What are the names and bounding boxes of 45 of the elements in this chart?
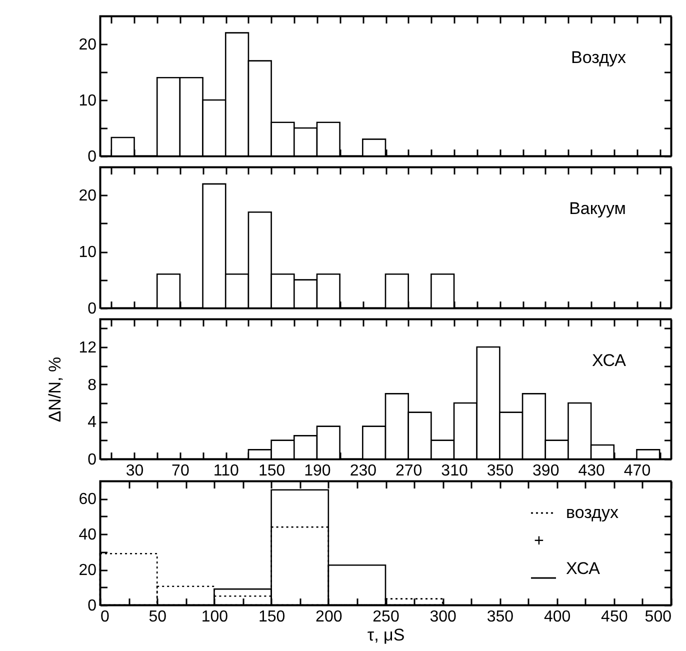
x-axis-title: τ, μS: [367, 626, 405, 644]
annotation: +: [534, 531, 544, 550]
x-tick-label: 200: [316, 608, 342, 626]
x-tick-label: 190: [304, 462, 331, 480]
y-tick-label: 10: [78, 244, 97, 262]
x-tick-label: 400: [544, 608, 571, 626]
y-tick-label: 20: [78, 562, 97, 580]
x-tick-label: 150: [258, 608, 286, 626]
x-tick-label: 450: [601, 608, 628, 626]
y-tick-label: 0: [88, 452, 97, 468]
y-tick-label: 60: [78, 491, 97, 508]
y-tick-label: 20: [78, 188, 97, 205]
annotation: ХСА: [592, 351, 627, 370]
y-tick-label: 10: [78, 92, 97, 110]
y-tick-label: 0: [88, 598, 97, 614]
y-axis-title: ΔN/N, %: [46, 356, 65, 422]
legend-label: ХСА: [566, 559, 601, 578]
x-tick-label: 300: [430, 608, 457, 626]
x-tick-label: 350: [486, 462, 514, 480]
legend-label: воздух: [566, 503, 619, 522]
x-tick-label: 310: [441, 462, 468, 480]
x-tick-label: 0: [100, 608, 110, 626]
x-tick-label: 100: [201, 608, 228, 626]
x-tick-label: 500: [644, 608, 672, 626]
x-tick-label: 250: [372, 608, 400, 626]
x-tick-label: 150: [258, 462, 286, 480]
x-tick-label: 50: [148, 608, 167, 626]
annotation: Вакуум: [569, 199, 626, 218]
y-tick-label: 4: [88, 414, 97, 432]
x-tick-label: 230: [350, 462, 377, 480]
x-tick-label: 110: [213, 462, 239, 480]
x-tick-label: 70: [172, 462, 190, 480]
y-tick-label: 8: [88, 376, 97, 394]
x-tick-label: 350: [486, 608, 514, 626]
annotation: Воздух: [571, 48, 626, 67]
y-tick-label: 12: [78, 340, 97, 356]
y-tick-label: 40: [78, 526, 97, 544]
x-tick-label: 30: [126, 462, 144, 480]
x-tick-label: 270: [395, 462, 422, 480]
y-tick-label: 20: [78, 36, 97, 54]
x-tick-label: 470: [624, 462, 651, 480]
x-tick-label: 390: [532, 462, 560, 480]
y-tick-label: 0: [88, 148, 97, 166]
y-tick-label: 0: [88, 300, 97, 318]
x-tick-label: 430: [578, 462, 606, 480]
